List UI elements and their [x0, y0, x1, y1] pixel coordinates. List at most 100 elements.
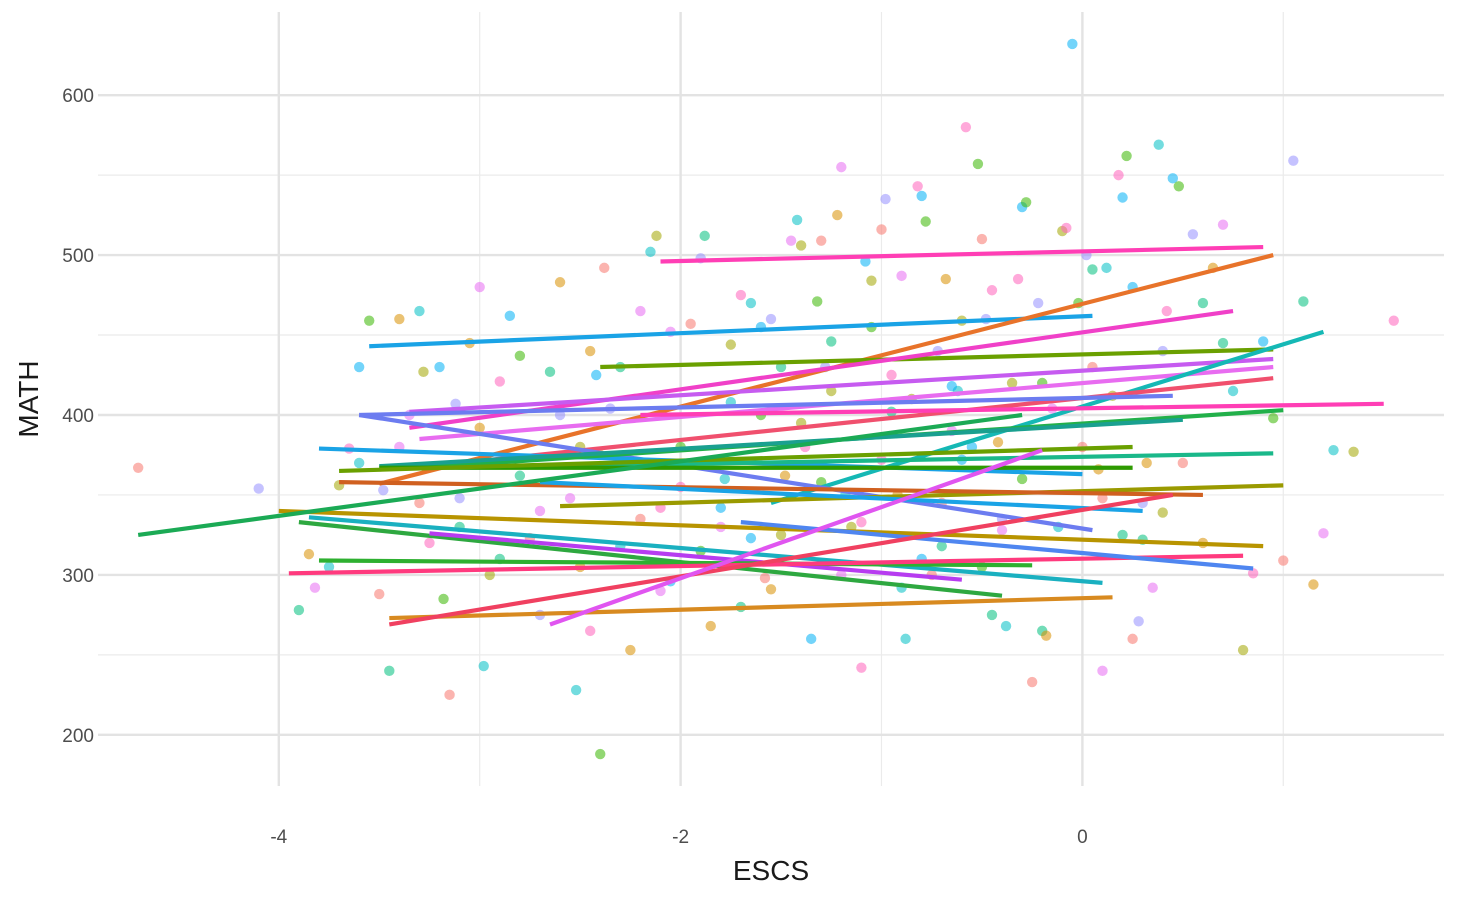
regression-line — [740, 520, 1254, 571]
data-point — [1268, 412, 1279, 424]
data-point — [293, 604, 305, 616]
data-point — [544, 366, 556, 378]
data-point — [1257, 336, 1269, 347]
data-point — [1217, 337, 1229, 349]
data-point — [353, 457, 365, 469]
regression-line — [388, 492, 1174, 627]
regression-line — [358, 412, 1093, 533]
data-point — [1012, 273, 1024, 285]
data-point — [1161, 305, 1172, 317]
data-point — [494, 376, 505, 387]
data-point — [826, 385, 837, 397]
data-point — [812, 296, 823, 307]
data-point — [1348, 446, 1359, 457]
regression-lines — [137, 244, 1384, 627]
data-point — [309, 582, 321, 593]
regression-line — [660, 244, 1264, 264]
data-point — [816, 235, 827, 246]
data-point — [1247, 568, 1259, 579]
data-point — [484, 569, 495, 581]
data-point — [986, 285, 998, 296]
data-point — [920, 216, 931, 227]
data-point — [1173, 181, 1185, 192]
regression-line — [429, 531, 963, 582]
data-point — [253, 483, 264, 494]
data-point — [1000, 620, 1012, 632]
data-point — [1227, 385, 1239, 397]
data-point — [438, 593, 449, 605]
data-point — [745, 532, 757, 544]
y-tick-label: 500 — [62, 246, 94, 267]
data-point — [424, 537, 435, 549]
data-point — [474, 422, 485, 433]
x-tick-label: 0 — [1077, 827, 1088, 848]
data-point — [132, 462, 144, 473]
data-point — [976, 233, 988, 245]
data-point — [570, 684, 582, 696]
data-point — [940, 273, 951, 285]
data-point — [725, 339, 737, 350]
data-point — [323, 561, 335, 573]
regression-line — [640, 401, 1384, 418]
data-point — [1388, 315, 1399, 326]
minor-gridlines — [98, 12, 1444, 786]
data-point — [826, 336, 837, 347]
data-point — [745, 297, 757, 309]
data-point — [394, 313, 405, 325]
data-point — [996, 524, 1008, 536]
data-point — [1087, 264, 1098, 275]
regression-line — [559, 483, 1284, 509]
data-point — [444, 689, 455, 701]
data-point — [1127, 633, 1138, 645]
data-point — [1097, 665, 1108, 677]
data-point — [1197, 297, 1209, 309]
regression-line — [339, 444, 1133, 474]
data-point — [791, 214, 803, 226]
y-tick-label: 300 — [62, 566, 94, 587]
data-point — [1328, 444, 1339, 456]
data-point — [1187, 229, 1199, 240]
data-point — [454, 492, 465, 504]
regression-line — [278, 508, 1264, 549]
data-point — [534, 505, 546, 517]
x-axis-tick-labels: -4 -2 0 — [270, 827, 1087, 848]
regression-line — [409, 356, 1274, 414]
y-axis-tick-labels: 200 300 400 500 600 — [62, 86, 94, 747]
data-point — [795, 240, 807, 251]
data-point — [916, 190, 927, 202]
data-point — [474, 281, 485, 293]
data-point — [1121, 150, 1132, 162]
data-point — [1101, 262, 1112, 274]
regression-line — [339, 480, 1203, 498]
data-point — [699, 230, 710, 242]
data-point — [779, 470, 791, 481]
regression-line — [549, 448, 1043, 627]
data-point — [364, 315, 375, 326]
data-point — [886, 369, 897, 381]
data-point — [514, 470, 526, 481]
data-point — [1041, 630, 1052, 641]
data-point — [966, 441, 978, 453]
data-point — [856, 516, 867, 528]
regression-line — [369, 313, 1093, 349]
data-point — [353, 361, 365, 373]
data-point — [960, 121, 972, 133]
data-point — [1177, 457, 1189, 469]
data-point — [880, 193, 891, 205]
data-point — [584, 345, 596, 357]
regression-line — [409, 308, 1234, 430]
data-point — [1288, 155, 1299, 166]
data-point — [554, 277, 566, 288]
data-point — [896, 270, 907, 282]
data-point — [785, 235, 797, 246]
regression-line — [600, 347, 1274, 370]
data-point — [1147, 582, 1158, 593]
regression-line — [359, 393, 1173, 418]
data-point — [900, 633, 911, 645]
data-point — [1298, 296, 1309, 307]
data-point — [434, 361, 445, 373]
data-point — [384, 665, 395, 677]
major-gridlines — [98, 12, 1444, 786]
data-point — [450, 398, 461, 409]
data-point — [992, 436, 1004, 448]
